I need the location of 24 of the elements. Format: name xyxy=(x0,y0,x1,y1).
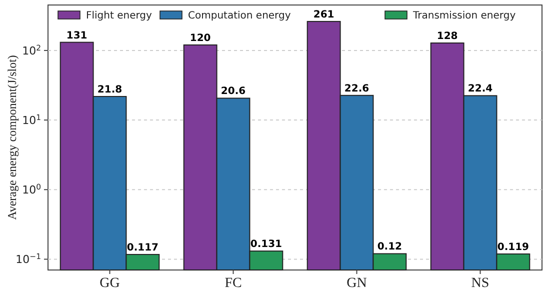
legend-label: Transmission energy xyxy=(412,10,516,22)
data-label: 128 xyxy=(436,30,458,42)
y-tick-label: 10$^{0}$ xyxy=(22,182,42,196)
data-label: 20.6 xyxy=(220,86,246,98)
data-label: 131 xyxy=(66,30,88,42)
data-label: 0.12 xyxy=(377,242,402,253)
x-tick-label: FC xyxy=(224,276,242,291)
y-axis-title: Average energy component(J/slot) xyxy=(5,55,19,220)
data-label: 22.4 xyxy=(468,84,493,95)
x-tick-label: GN xyxy=(346,276,367,291)
data-label: 0.117 xyxy=(126,242,159,254)
data-label: 120 xyxy=(190,32,211,44)
x-tick-label: NS xyxy=(471,276,490,291)
y-tick-label: 10$^{1}$ xyxy=(22,112,42,127)
legend-label: Flight energy xyxy=(86,10,152,22)
data-label: 0.119 xyxy=(497,242,530,253)
data-label: 0.131 xyxy=(250,239,282,250)
data-label: 22.6 xyxy=(344,83,370,94)
y-tick-label: 10$^{−1}$ xyxy=(16,252,42,266)
y-tick-label: 10$^{2}$ xyxy=(22,42,42,58)
legend-label: Computation energy xyxy=(188,10,291,22)
x-tick-label: GG xyxy=(100,276,120,291)
data-label: 21.8 xyxy=(97,84,122,96)
data-label: 261 xyxy=(313,9,334,20)
